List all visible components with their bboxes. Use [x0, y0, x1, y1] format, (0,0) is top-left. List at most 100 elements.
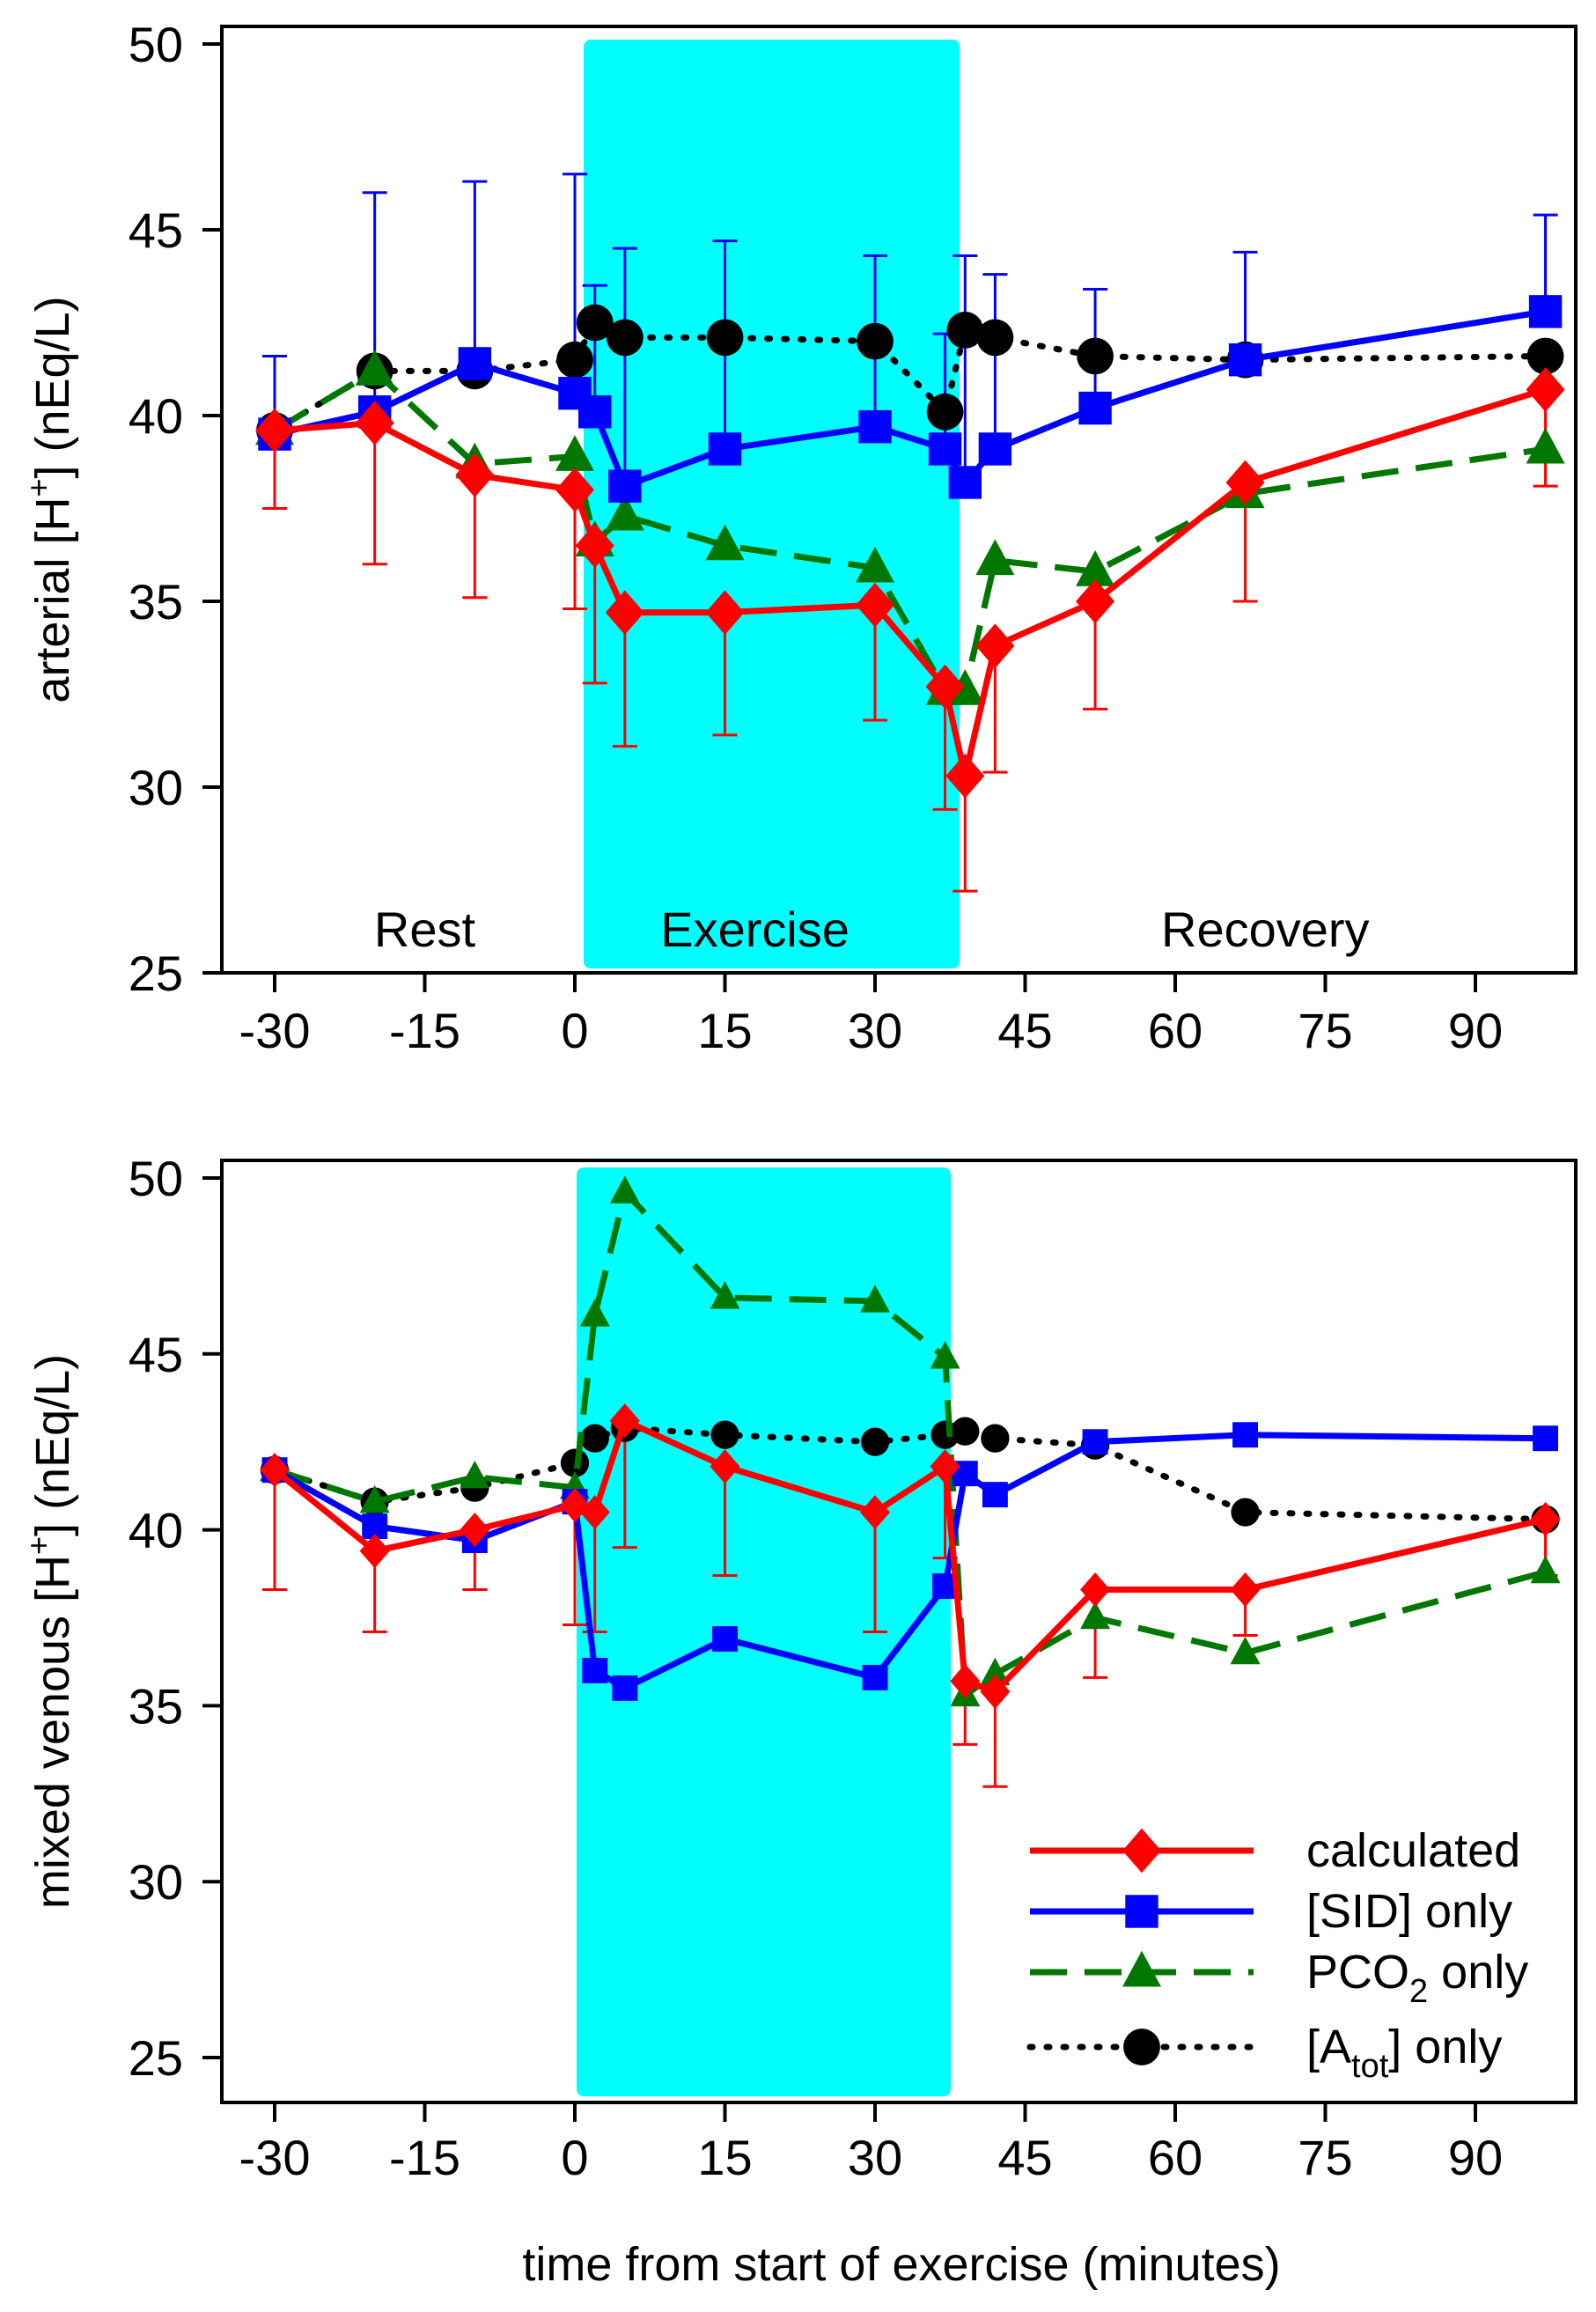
data-point-diamond — [860, 1495, 890, 1530]
data-point-triangle — [1076, 550, 1115, 586]
data-point-square — [712, 1626, 738, 1652]
legend-label-subscript: 2 — [1409, 1973, 1428, 2010]
data-point-diamond — [579, 1495, 610, 1530]
data-point-circle — [951, 1417, 980, 1446]
y-axis-label: mixed venous [H+] (nEq/L) — [20, 1354, 79, 1909]
data-point-circle — [981, 1424, 1010, 1453]
legend-marker-circle — [1123, 2029, 1160, 2065]
data-point-triangle — [860, 1285, 890, 1313]
data-point-square — [1232, 1422, 1259, 1448]
y-tick-label: 35 — [129, 574, 183, 630]
series-line — [274, 308, 1547, 490]
data-point-diamond — [555, 468, 594, 512]
data-point-circle — [946, 312, 984, 349]
data-point-square — [458, 347, 492, 380]
data-point-triangle — [975, 539, 1015, 576]
data-point-triangle — [856, 546, 894, 583]
legend-label-text: [A — [1306, 2021, 1351, 2073]
y-tick-label: 30 — [129, 760, 183, 815]
y-tick-label: 30 — [129, 1854, 183, 1910]
series-line — [272, 1416, 1547, 1696]
x-tick-label: 90 — [1448, 2130, 1503, 2185]
legend-label-text: PCO — [1306, 1946, 1409, 1999]
legend-marker-triangle — [1122, 1950, 1161, 1987]
data-point-circle — [1526, 337, 1564, 375]
data-point-diamond — [455, 453, 495, 497]
legend-label-text: ] only — [1388, 2021, 1502, 2073]
y-axis-label-superscript: + — [20, 479, 56, 497]
data-point-diamond — [930, 1449, 960, 1484]
legend: calculated [SID] only PCO2 only [Atot] only — [1026, 1824, 1528, 2085]
data-point-square — [1533, 1425, 1559, 1452]
data-point-square — [612, 1675, 638, 1701]
x-tick-label: 0 — [561, 1003, 588, 1058]
data-point-circle — [860, 1427, 890, 1456]
data-point-circle — [1077, 337, 1114, 375]
data-point-square — [1078, 391, 1112, 425]
legend-label-text: only — [1428, 1946, 1528, 1999]
data-point-square — [948, 466, 982, 499]
x-tick-label: 45 — [997, 2130, 1052, 2185]
data-point-diamond — [975, 623, 1015, 668]
data-point-diamond — [460, 1513, 490, 1548]
data-point-diamond — [705, 590, 745, 635]
data-point-triangle — [605, 494, 644, 531]
data-point-triangle — [705, 524, 745, 561]
y-tick-label: 50 — [129, 1151, 183, 1206]
series-square — [258, 295, 1563, 503]
y-tick-label: 40 — [129, 388, 183, 444]
x-tick-label: 60 — [1148, 2130, 1203, 2185]
y-tick-label: 25 — [129, 946, 183, 1001]
data-point-diamond — [355, 401, 394, 445]
data-point-circle — [710, 1420, 739, 1449]
data-point-square — [1228, 343, 1262, 377]
data-point-diamond — [1526, 367, 1565, 412]
data-point-diamond — [980, 1674, 1011, 1709]
y-tick-label: 50 — [129, 17, 183, 72]
data-point-triangle — [930, 1341, 960, 1369]
data-point-square — [608, 469, 642, 503]
legend-label: PCO2 only — [1306, 1946, 1528, 2010]
y-tick-label: 35 — [129, 1678, 183, 1734]
data-point-triangle — [1080, 1601, 1111, 1630]
data-point-triangle — [579, 1299, 610, 1327]
exercise-shaded-region — [577, 1167, 951, 2096]
y-axis-label-text: arterial [H — [26, 497, 79, 703]
series-line — [273, 1432, 1546, 1692]
legend-marker-diamond — [1122, 1828, 1161, 1874]
data-point-triangle — [460, 1460, 490, 1489]
data-point-diamond — [260, 1453, 290, 1488]
y-tick-label: 45 — [129, 1327, 183, 1382]
panel-top: -30 -15 0 15 30 45 60 75 90 25 30 35 40 45 50 arterial … — [20, 17, 1578, 1058]
y-axis-label-text: ] (nEq/L) — [26, 296, 79, 478]
y-tick-label: 25 — [129, 2030, 183, 2086]
data-point-diamond — [1225, 460, 1265, 505]
data-point-triangle — [355, 350, 394, 386]
data-point-circle — [706, 319, 744, 357]
series-square — [261, 1422, 1559, 1701]
series-line — [273, 367, 1547, 694]
series-line — [273, 1185, 1547, 1701]
x-tick-label: -15 — [389, 2130, 460, 2185]
y-axis-label: arterial [H+] (nEq/L) — [20, 296, 79, 703]
data-point-triangle — [1530, 1555, 1561, 1584]
data-point-square — [578, 395, 612, 429]
y-tick-label: 45 — [129, 202, 183, 258]
data-point-circle — [580, 1424, 609, 1453]
legend-label: [Atot] only — [1306, 2021, 1502, 2085]
x-tick-label: -15 — [389, 1003, 460, 1058]
data-point-triangle — [1526, 427, 1565, 464]
legend-label-text: [SID] only — [1306, 1885, 1512, 1938]
data-point-square — [928, 432, 962, 466]
data-point-triangle — [359, 1484, 390, 1513]
legend-label-text: calculated — [1306, 1824, 1520, 1877]
x-tick-label: 75 — [1298, 2130, 1352, 2185]
y-axis-label-text: mixed venous [H — [26, 1555, 79, 1909]
data-point-diamond — [1076, 578, 1115, 624]
data-point-diamond — [1080, 1572, 1111, 1608]
data-point-triangle — [980, 1657, 1011, 1686]
data-point-square — [582, 1657, 608, 1683]
plot-frame — [220, 1159, 1578, 2104]
legend-marker-square — [1125, 1895, 1158, 1928]
